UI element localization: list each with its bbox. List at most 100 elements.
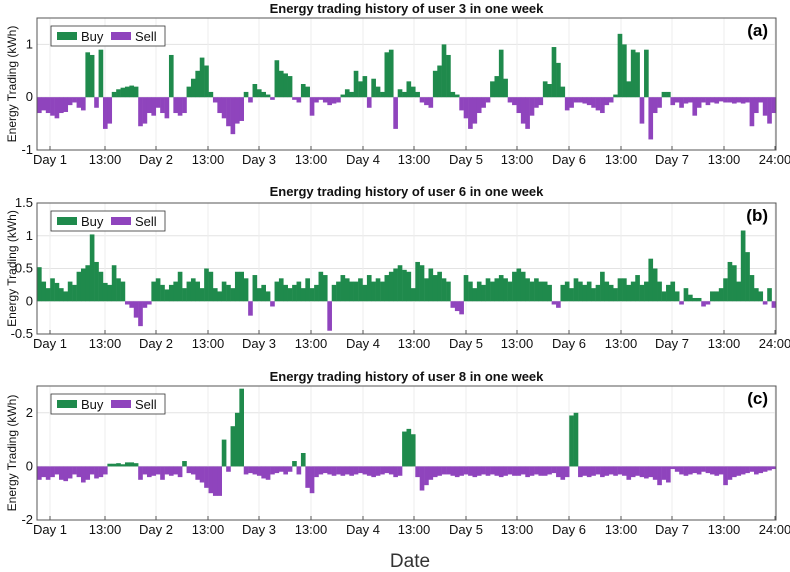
- panel-a-bar-sell: [459, 97, 464, 111]
- panel-a-xtick-label: 13:00: [398, 152, 431, 167]
- panel-c-bar-sell: [177, 466, 183, 478]
- panel-c-bar-sell: [564, 466, 570, 478]
- panel-a-bar-buy: [362, 76, 368, 98]
- panel-c-legend-box: [50, 393, 166, 415]
- panel-c-bar-sell: [353, 466, 359, 475]
- panel-b-bar-buy: [683, 288, 689, 302]
- panel-b-bar-buy: [626, 284, 632, 302]
- panel-a-bar-buy: [384, 52, 390, 98]
- panel-c-bar-sell: [670, 466, 676, 470]
- panel-a-bar-sell: [102, 97, 108, 129]
- panel-b-bar-buy: [274, 281, 280, 302]
- panel-a-bar-sell: [564, 97, 570, 111]
- panel-a-bar-sell: [230, 97, 236, 135]
- panel-b-bar-buy: [155, 278, 161, 302]
- panel-c-bar-sell: [630, 466, 636, 478]
- panel-a-bar-buy: [494, 76, 500, 98]
- panel-c-bar-sell: [366, 466, 372, 476]
- panel-b-bar-buy: [58, 288, 64, 302]
- panel-b-bar-sell: [450, 301, 456, 308]
- panel-c-xtick-label: Day 3: [242, 522, 276, 537]
- panel-c-bar-sell: [556, 466, 561, 478]
- panel-a-bar-sell: [327, 97, 332, 106]
- panel-c-bar-sell: [639, 466, 645, 478]
- panel-a-legend-swatch-buy: [57, 32, 77, 40]
- panel-a-xtick-label: Day 2: [139, 152, 173, 167]
- panel-a-bar-sell: [516, 97, 522, 114]
- panel-a-bar-buy: [406, 81, 412, 98]
- panel-a-bar-sell: [701, 97, 706, 103]
- panel-b-bar-buy: [230, 288, 236, 302]
- panel-c-ytick-label: -2: [21, 512, 33, 527]
- panel-b-bar-buy: [63, 291, 69, 302]
- panel-c-bar-sell: [89, 466, 95, 475]
- panel-b-bar-buy: [256, 288, 262, 302]
- panel-c-bar-sell: [578, 466, 583, 478]
- panel-b-bar-buy: [388, 271, 394, 302]
- panel-b-bar-buy: [617, 278, 623, 302]
- panel-c-bar-sell: [54, 466, 60, 475]
- panel-a-bar-sell: [424, 97, 429, 106]
- panel-b-bar-buy: [195, 281, 201, 302]
- panel-c-bar-sell: [362, 466, 368, 475]
- panel-b-bar-buy: [516, 268, 522, 302]
- panel-a-bar-buy: [256, 89, 262, 98]
- panel-a-legend-box: [50, 25, 166, 47]
- panel-b-bar-buy: [221, 281, 227, 302]
- panel-c-bar-sell: [542, 466, 548, 476]
- panel-a-bar-sell: [296, 97, 302, 103]
- panel-a-bar-buy: [111, 91, 117, 98]
- panel-b-bar-buy: [745, 252, 750, 302]
- panel-a-bar-sell: [463, 97, 469, 119]
- panel-c-bar-sell: [591, 466, 596, 476]
- panel-c-bar-sell: [551, 466, 557, 474]
- panel-a-bar-buy: [498, 49, 504, 98]
- panel-c-bar-sell: [600, 466, 605, 478]
- panel-b-bar-buy: [595, 284, 601, 302]
- panel-b-bar-buy: [727, 261, 733, 302]
- panel-a-bar-buy: [274, 60, 280, 98]
- panel-a-bar-sell: [591, 97, 596, 108]
- panel-a-bar-buy: [441, 44, 447, 98]
- panel-b-bar-buy: [696, 297, 702, 302]
- panel-c-bar-sell: [151, 466, 157, 476]
- panel-b-bar-buy: [441, 278, 447, 302]
- panel-b-bar-buy: [630, 281, 636, 302]
- panel-c-axes-frame: [36, 385, 777, 521]
- panel-b-bar-buy: [639, 284, 645, 302]
- panel-a-bar-sell: [578, 97, 583, 103]
- panel-a-bar-sell: [318, 97, 324, 100]
- panel-c-bar-buy: [239, 388, 244, 467]
- panel-c-bar-sell: [217, 466, 222, 496]
- panel-b-bar-buy: [331, 284, 337, 302]
- panel-b-bar-buy: [362, 284, 368, 302]
- panel-c-bar-sell: [560, 466, 566, 480]
- panel-b-title: Energy trading history of user 6 in one …: [270, 184, 545, 199]
- panel-b-xtick-label: 13:00: [192, 336, 225, 351]
- panel-a-xtick-label: 13:00: [708, 152, 741, 167]
- panel-c-bar-sell: [142, 466, 148, 475]
- panel-a-bar-sell: [468, 97, 473, 129]
- panel-a-bar-sell: [138, 97, 143, 127]
- panel-a-bar-buy: [98, 49, 104, 98]
- panel-b-bar-buy: [666, 284, 671, 302]
- panel-a-bar-buy: [305, 86, 310, 98]
- panel-a-legend-label-buy: Buy: [81, 29, 104, 44]
- panel-b-bar-buy: [613, 288, 618, 302]
- panel-a-bar-buy: [630, 49, 636, 98]
- panel-b-bar-buy: [85, 265, 91, 302]
- panel-b-xtick-label: 13:00: [398, 336, 431, 351]
- panel-a-bar-buy: [556, 62, 561, 98]
- panel-c-bar-sell: [494, 466, 500, 476]
- panel-b-bar-sell: [454, 301, 460, 312]
- panel-c-bar-sell: [98, 466, 104, 478]
- panel-b-bar-buy: [591, 288, 596, 302]
- panel-c-bar-sell: [318, 466, 324, 475]
- panel-b-bar-buy: [538, 281, 544, 302]
- panel-c-bar-sell: [226, 466, 231, 472]
- panel-c-bar-sell: [683, 466, 689, 476]
- x-axis-title: Date: [390, 551, 430, 572]
- panel-a-bar-sell: [94, 97, 99, 108]
- panel-c-bar-sell: [582, 466, 588, 476]
- panel-c-bar-sell: [626, 466, 632, 480]
